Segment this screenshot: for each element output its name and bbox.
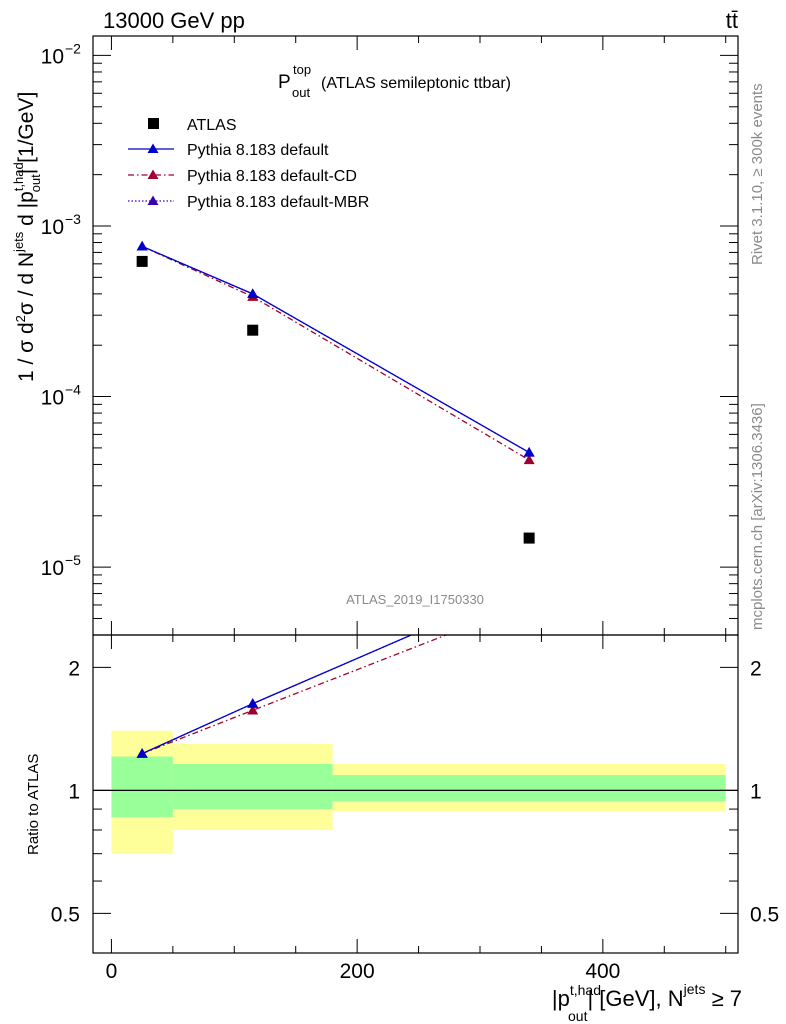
ratio-1-marker-1 [247, 704, 259, 715]
series-2-marker-2 [523, 454, 535, 465]
legend-marker-default [147, 143, 159, 153]
y-tick-label-main-3: 10 −5 [41, 552, 82, 580]
main-plot-area [136, 240, 535, 544]
ratio-0-marker-0 [136, 748, 148, 758]
y-tick-label-ratio-left-1: 1 [68, 780, 80, 803]
process-label: tt̄ [726, 8, 738, 33]
mcplots-label: mcplots.cern.ch [arXiv:1306.3436] [749, 403, 766, 630]
series-line-2 [141, 245, 530, 461]
series-1-marker-1 [247, 288, 259, 298]
x-tick-label-0: 0 [106, 960, 118, 983]
y-tick-label-main-1: 10 −3 [41, 211, 82, 239]
y-tick-label-ratio-right-0: 0.5 [750, 903, 779, 926]
atlas-marker-2 [523, 532, 535, 544]
rivet-label: Rivet 3.1.10, ≥ 300k events [749, 83, 766, 265]
ratio-line-0 [141, 635, 413, 755]
x-tick-label-200: 200 [340, 960, 375, 983]
legend: ATLAS Pythia 8.183 default Pythia 8.183 … [128, 117, 369, 211]
legend-label-default: Pythia 8.183 default [187, 142, 329, 159]
title-sub: out [292, 85, 310, 100]
y-tick-exp-0: −2 [65, 40, 81, 56]
inner-band-bin-0 [111, 756, 173, 818]
y-tick-base-0: 10 [41, 45, 64, 68]
title-sup: top [293, 62, 311, 77]
y-axis-label-main: 1 / σ d2σ / d Njets d |pt,had out| [1/GeV… [11, 92, 43, 382]
ratio-line-2 [141, 635, 413, 755]
legend-label-atlas: ATLAS [187, 117, 237, 134]
x-tick-label-400: 400 [585, 960, 620, 983]
series-1-marker-2 [523, 446, 535, 457]
ratio-0-marker-2 [524, 578, 535, 588]
ratio-0-marker-1 [247, 698, 259, 708]
plot-title: P top out (ATLAS semileptonic ttbar) [278, 62, 511, 100]
analysis-watermark: ATLAS_2019_I1750330 [346, 592, 484, 607]
legend-marker-atlas [148, 118, 159, 129]
uncertainty-bands [93, 730, 738, 854]
inner-band-bin-1 [172, 764, 333, 810]
y-axis-label-ratio: Ratio to ATLAS [25, 754, 42, 855]
y-tick-label-main-2: 10 −4 [41, 382, 82, 410]
y-tick-label-ratio-right-1: 1 [750, 780, 762, 803]
legend-label-mbr: Pythia 8.183 default-MBR [187, 194, 369, 211]
y-tick-exp-3: −5 [65, 552, 81, 568]
y-tick-base-2: 10 [41, 387, 64, 410]
y-tick-label-ratio-left-0: 0.5 [51, 903, 80, 926]
title-main: P [278, 72, 291, 93]
y-tick-base-1: 10 [41, 216, 64, 239]
energy-label: 13000 GeV pp [103, 8, 245, 33]
y-tick-label-ratio-left-2: 2 [68, 657, 80, 680]
y-tick-exp-2: −4 [65, 382, 81, 398]
y-tick-label-main-0: 10 −2 [41, 40, 82, 68]
ratio-frame [92, 634, 739, 954]
ratio-line-1 [141, 635, 448, 755]
y-tick-base-3: 10 [41, 557, 64, 580]
y-tick-exp-1: −3 [65, 211, 81, 227]
series-1-marker-0 [136, 240, 148, 251]
x-axis-label: |pt,had out| [GeV], Njets ≥ 7 [552, 981, 742, 1024]
ratio-plot-area [136, 578, 535, 758]
ratio-2-marker-2 [524, 578, 535, 588]
legend-label-cd: Pythia 8.183 default-CD [187, 168, 357, 185]
atlas-marker-1 [247, 324, 259, 336]
series-line-1 [141, 245, 530, 454]
legend-marker-mbr [147, 195, 159, 205]
legend-marker-cd [147, 169, 159, 179]
series-line-3 [141, 245, 530, 454]
y-tick-label-ratio-right-2: 2 [750, 657, 762, 680]
inner-band-bin-2 [332, 775, 726, 802]
atlas-marker-0 [136, 255, 148, 267]
ratio-1-marker-2 [524, 597, 535, 607]
title-rest: (ATLAS semileptonic ttbar) [321, 75, 511, 92]
